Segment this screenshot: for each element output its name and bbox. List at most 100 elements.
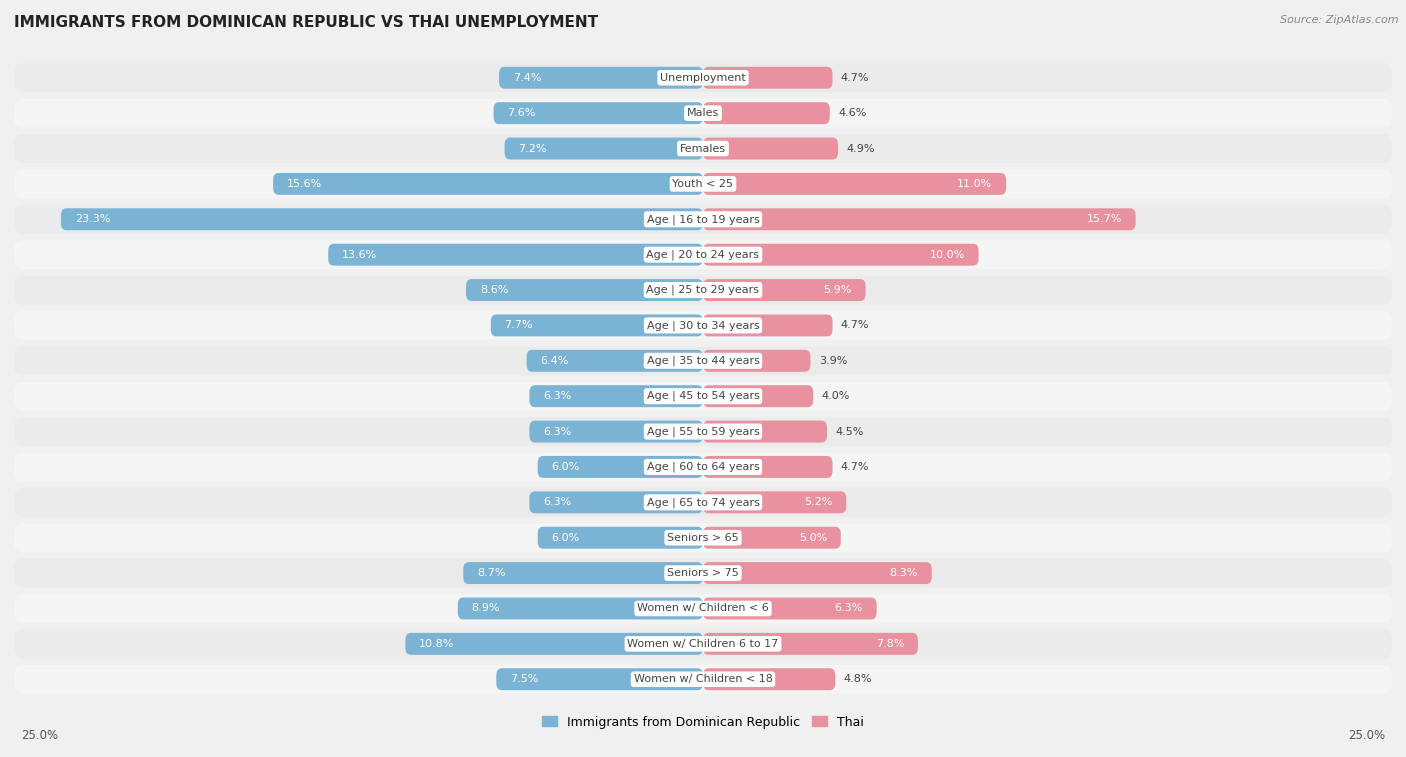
Text: 10.0%: 10.0% (929, 250, 965, 260)
Text: 4.7%: 4.7% (841, 320, 869, 330)
FancyBboxPatch shape (530, 421, 703, 443)
Text: 7.7%: 7.7% (505, 320, 533, 330)
FancyBboxPatch shape (703, 456, 832, 478)
Text: 6.3%: 6.3% (543, 427, 571, 437)
FancyBboxPatch shape (703, 173, 1007, 195)
FancyBboxPatch shape (703, 562, 932, 584)
FancyBboxPatch shape (14, 630, 1392, 658)
Text: 7.6%: 7.6% (508, 108, 536, 118)
Text: 15.7%: 15.7% (1087, 214, 1122, 224)
FancyBboxPatch shape (14, 311, 1392, 340)
Legend: Immigrants from Dominican Republic, Thai: Immigrants from Dominican Republic, Thai (537, 711, 869, 734)
Text: Age | 60 to 64 years: Age | 60 to 64 years (647, 462, 759, 472)
Text: Seniors > 65: Seniors > 65 (668, 533, 738, 543)
FancyBboxPatch shape (14, 240, 1392, 269)
FancyBboxPatch shape (703, 67, 832, 89)
FancyBboxPatch shape (703, 208, 1136, 230)
FancyBboxPatch shape (14, 665, 1392, 693)
FancyBboxPatch shape (405, 633, 703, 655)
Text: 6.0%: 6.0% (551, 533, 579, 543)
Text: 8.7%: 8.7% (477, 568, 506, 578)
Text: 6.3%: 6.3% (543, 391, 571, 401)
Text: Women w/ Children < 18: Women w/ Children < 18 (634, 674, 772, 684)
Text: 6.0%: 6.0% (551, 462, 579, 472)
Text: 7.4%: 7.4% (513, 73, 541, 83)
Text: Age | 45 to 54 years: Age | 45 to 54 years (647, 391, 759, 401)
FancyBboxPatch shape (703, 597, 876, 619)
Text: IMMIGRANTS FROM DOMINICAN REPUBLIC VS THAI UNEMPLOYMENT: IMMIGRANTS FROM DOMINICAN REPUBLIC VS TH… (14, 15, 598, 30)
FancyBboxPatch shape (60, 208, 703, 230)
FancyBboxPatch shape (703, 527, 841, 549)
Text: 8.6%: 8.6% (479, 285, 508, 295)
Text: 8.3%: 8.3% (890, 568, 918, 578)
FancyBboxPatch shape (14, 382, 1392, 410)
FancyBboxPatch shape (14, 276, 1392, 304)
Text: 4.8%: 4.8% (844, 674, 872, 684)
Text: 3.9%: 3.9% (818, 356, 848, 366)
FancyBboxPatch shape (14, 134, 1392, 163)
Text: Seniors > 75: Seniors > 75 (666, 568, 740, 578)
Text: Age | 30 to 34 years: Age | 30 to 34 years (647, 320, 759, 331)
Text: 4.0%: 4.0% (821, 391, 849, 401)
FancyBboxPatch shape (703, 102, 830, 124)
Text: Age | 16 to 19 years: Age | 16 to 19 years (647, 214, 759, 225)
Text: Women w/ Children 6 to 17: Women w/ Children 6 to 17 (627, 639, 779, 649)
Text: 23.3%: 23.3% (75, 214, 110, 224)
FancyBboxPatch shape (499, 67, 703, 89)
FancyBboxPatch shape (496, 668, 703, 690)
Text: Females: Females (681, 144, 725, 154)
Text: Source: ZipAtlas.com: Source: ZipAtlas.com (1281, 15, 1399, 25)
FancyBboxPatch shape (14, 559, 1392, 587)
FancyBboxPatch shape (465, 279, 703, 301)
Text: 5.2%: 5.2% (804, 497, 832, 507)
FancyBboxPatch shape (458, 597, 703, 619)
Text: Age | 35 to 44 years: Age | 35 to 44 years (647, 356, 759, 366)
FancyBboxPatch shape (703, 244, 979, 266)
Text: 6.3%: 6.3% (835, 603, 863, 613)
Text: 7.5%: 7.5% (510, 674, 538, 684)
FancyBboxPatch shape (537, 456, 703, 478)
Text: 6.3%: 6.3% (543, 497, 571, 507)
Text: 4.7%: 4.7% (841, 462, 869, 472)
Text: 6.4%: 6.4% (540, 356, 569, 366)
FancyBboxPatch shape (530, 385, 703, 407)
FancyBboxPatch shape (703, 385, 813, 407)
Text: Unemployment: Unemployment (661, 73, 745, 83)
Text: Women w/ Children < 6: Women w/ Children < 6 (637, 603, 769, 613)
Text: Age | 20 to 24 years: Age | 20 to 24 years (647, 249, 759, 260)
Text: 4.9%: 4.9% (846, 144, 875, 154)
FancyBboxPatch shape (494, 102, 703, 124)
FancyBboxPatch shape (463, 562, 703, 584)
Text: 25.0%: 25.0% (1348, 729, 1385, 742)
FancyBboxPatch shape (703, 138, 838, 160)
FancyBboxPatch shape (14, 594, 1392, 623)
Text: 7.2%: 7.2% (519, 144, 547, 154)
FancyBboxPatch shape (14, 523, 1392, 552)
Text: 25.0%: 25.0% (21, 729, 58, 742)
FancyBboxPatch shape (491, 314, 703, 336)
FancyBboxPatch shape (703, 633, 918, 655)
Text: 5.9%: 5.9% (824, 285, 852, 295)
Text: Age | 55 to 59 years: Age | 55 to 59 years (647, 426, 759, 437)
Text: 15.6%: 15.6% (287, 179, 322, 189)
Text: Age | 25 to 29 years: Age | 25 to 29 years (647, 285, 759, 295)
FancyBboxPatch shape (703, 668, 835, 690)
FancyBboxPatch shape (530, 491, 703, 513)
FancyBboxPatch shape (273, 173, 703, 195)
FancyBboxPatch shape (328, 244, 703, 266)
FancyBboxPatch shape (703, 279, 866, 301)
FancyBboxPatch shape (14, 417, 1392, 446)
Text: 4.7%: 4.7% (841, 73, 869, 83)
FancyBboxPatch shape (703, 350, 810, 372)
FancyBboxPatch shape (703, 421, 827, 443)
Text: Youth < 25: Youth < 25 (672, 179, 734, 189)
Text: 4.6%: 4.6% (838, 108, 866, 118)
FancyBboxPatch shape (14, 205, 1392, 234)
FancyBboxPatch shape (14, 64, 1392, 92)
FancyBboxPatch shape (14, 99, 1392, 127)
FancyBboxPatch shape (505, 138, 703, 160)
FancyBboxPatch shape (14, 347, 1392, 375)
Text: 10.8%: 10.8% (419, 639, 454, 649)
Text: Age | 65 to 74 years: Age | 65 to 74 years (647, 497, 759, 508)
FancyBboxPatch shape (703, 491, 846, 513)
